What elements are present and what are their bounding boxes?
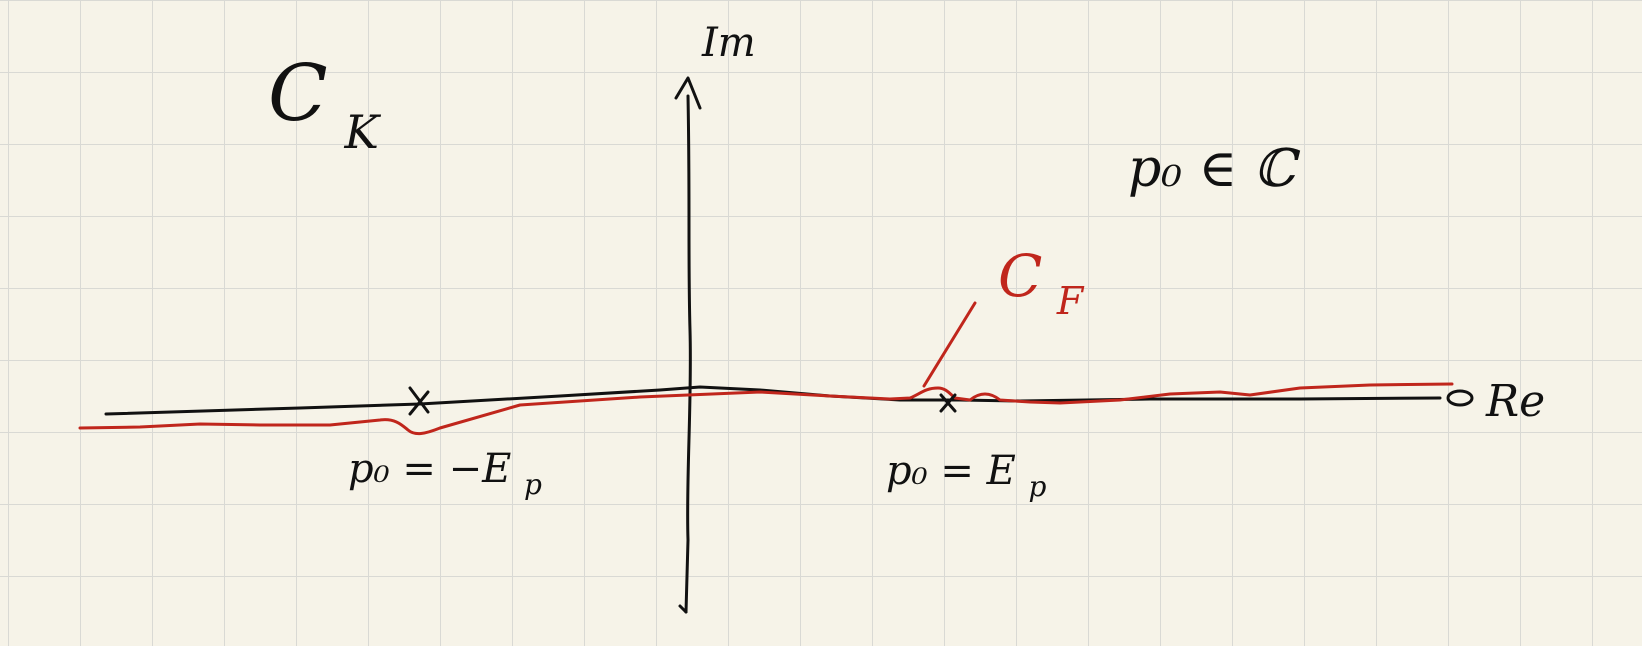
cf-pointer-line [922,301,977,388]
red-contour-cf [78,382,1454,436]
open-circle-icon [1446,389,1474,407]
imag-axis-tail [678,604,688,614]
real-axis-label: Re [1485,376,1545,427]
pole-left-label: p₀ = −E p [348,446,542,501]
imag-axis-arrowhead [674,76,702,110]
domain-note: p₀ ∈ ℂ [1128,139,1301,199]
imag-axis [684,94,692,614]
contour-label-cf: C F [998,242,1085,323]
cross-mark-icon [939,393,957,413]
cross-mark-icon [408,386,430,416]
imag-axis-label: Im [701,20,756,66]
contour-label-ck: C K [268,49,381,159]
pole-right-label: p₀ = E p [886,448,1047,503]
black-contour-ck [104,385,1442,416]
